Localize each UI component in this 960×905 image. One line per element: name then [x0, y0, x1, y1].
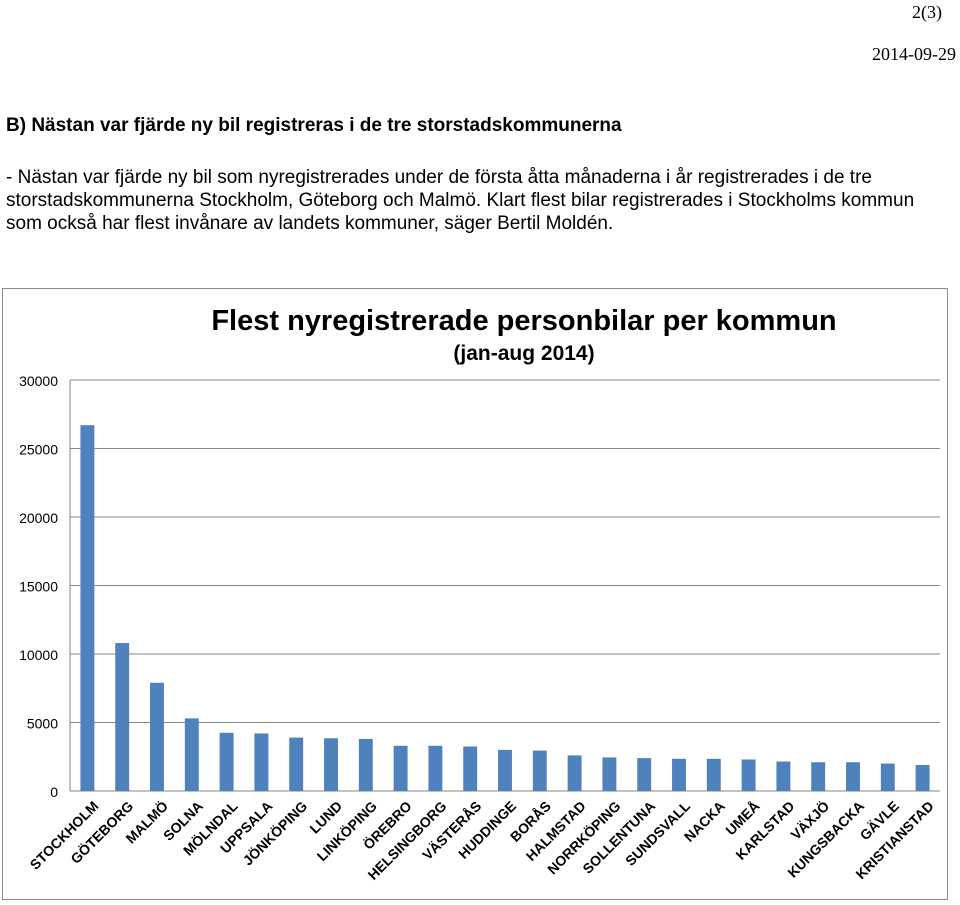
bar — [150, 682, 164, 791]
bar — [706, 758, 721, 791]
chart-border — [2, 288, 948, 900]
chart-subtitle: (jan-aug 2014) — [453, 342, 594, 365]
y-tick-label: 20000 — [19, 510, 58, 526]
bar — [776, 761, 791, 791]
page-number: 2(3) — [912, 2, 942, 22]
bar — [219, 732, 234, 791]
bar — [428, 745, 443, 791]
bar — [254, 733, 269, 791]
bar — [80, 425, 95, 791]
bar — [463, 746, 478, 791]
bar — [289, 737, 304, 791]
bar — [358, 738, 373, 791]
bar — [115, 643, 130, 791]
bar — [602, 757, 617, 791]
y-tick-label: 5000 — [27, 716, 58, 732]
chart-gridlines — [69, 379, 940, 792]
bar — [324, 738, 338, 791]
y-axis-ticks: 0 5000 10000 15000 20000 25000 30000 — [19, 373, 58, 800]
bar — [846, 762, 860, 791]
bar — [393, 745, 408, 791]
section-paragraph: - Nästan var fjärde ny bil som nyregistr… — [6, 167, 915, 234]
chart-bars — [80, 425, 930, 791]
y-tick-label: 10000 — [19, 647, 58, 663]
y-tick-label: 25000 — [19, 442, 58, 458]
y-tick-label: 30000 — [19, 373, 58, 389]
y-tick-label: 15000 — [19, 579, 58, 595]
bar — [532, 750, 547, 791]
chart-container: 0 5000 10000 15000 20000 25000 30000 STOCKHOLM… — [2, 288, 948, 900]
document-date: 2014-09-29 — [872, 44, 956, 64]
bar — [915, 764, 930, 791]
bar — [811, 762, 826, 791]
bar — [567, 755, 582, 791]
bar — [880, 763, 895, 791]
chart-title: Flest nyregistrerade personbilar per kom… — [211, 305, 836, 337]
bar — [184, 718, 199, 791]
y-tick-label: 0 — [50, 784, 58, 800]
bar — [741, 759, 756, 791]
bar — [637, 758, 652, 791]
section-heading: B) Nästan var fjärde ny bil registreras … — [6, 115, 622, 136]
bar — [672, 758, 686, 791]
bar — [498, 749, 512, 791]
